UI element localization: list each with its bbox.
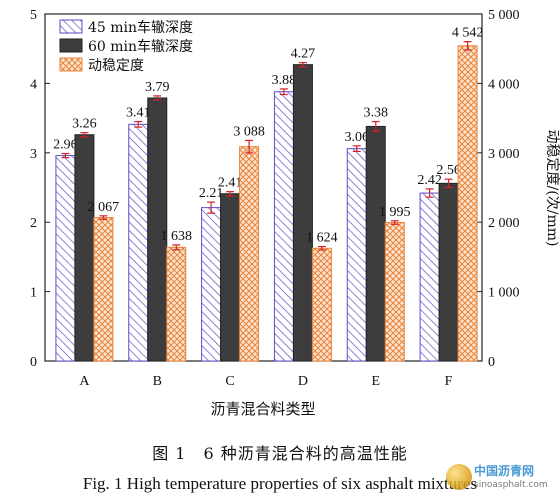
data-label: 2 067 — [88, 200, 120, 215]
data-label: 2.56 — [436, 163, 461, 178]
data-label: 3.38 — [364, 106, 389, 121]
bar — [365, 125, 386, 362]
x-tick-label: A — [79, 374, 90, 389]
right-tick-label: 1 000 — [488, 286, 520, 301]
bar — [93, 217, 114, 362]
right-tick-label: 5 000 — [488, 8, 520, 23]
data-label: 4 542 — [452, 26, 484, 41]
right-axis: 0 1 000 2 000 3 000 4 000 5 000 — [477, 8, 520, 370]
data-label: 1 624 — [306, 231, 338, 246]
bar — [438, 182, 459, 362]
right-tick-label: 3 000 — [488, 147, 520, 162]
left-axis: 0 1 2 3 4 5 — [30, 8, 50, 370]
asphalt-logo-icon — [446, 464, 472, 490]
right-tick-label: 0 — [488, 355, 495, 370]
data-label: 3 088 — [233, 124, 265, 139]
left-tick-label: 1 — [30, 286, 37, 301]
bar — [220, 193, 241, 362]
bar — [201, 207, 222, 362]
figure-caption-cn: 图 1 6 种沥青混合料的高温性能 — [152, 444, 408, 463]
data-label: 1 638 — [161, 229, 193, 244]
data-label: 2.41 — [218, 176, 243, 191]
legend-swatch — [59, 57, 83, 72]
data-label: 4.27 — [291, 47, 316, 62]
data-label: 3.26 — [72, 117, 97, 132]
legend-label: 60 min车辙深度 — [88, 38, 193, 55]
x-tick-label: D — [298, 374, 308, 389]
bar — [74, 134, 95, 362]
left-tick-label: 4 — [30, 77, 37, 92]
legend-label: 动稳定度 — [88, 58, 144, 74]
x-tick-label: E — [371, 374, 380, 389]
data-label: 3.06 — [345, 130, 370, 145]
legend-swatch — [59, 19, 83, 34]
data-label: 1 995 — [379, 205, 411, 220]
x-tick-label: F — [445, 374, 453, 389]
bars: 2.96 3.26 2 067 3.41 3.79 1 638 2.212.41 3 088 3… — [53, 26, 484, 362]
watermark-url: sinoasphalt.com — [474, 480, 548, 490]
bar — [55, 155, 76, 362]
bar — [239, 146, 260, 362]
x-axis-label: 沥青混合料类型 — [210, 400, 315, 418]
bar — [384, 222, 405, 362]
data-label: 3.79 — [145, 80, 170, 95]
x-tick-label: C — [225, 374, 234, 389]
watermark: 中国沥青网 sinoasphalt.com — [446, 460, 556, 500]
bar — [419, 192, 440, 362]
legend-label: 45 min车辙深度 — [88, 19, 193, 36]
bar — [128, 123, 149, 362]
left-tick-label: 3 — [30, 147, 37, 162]
bar — [311, 247, 332, 362]
bar — [346, 148, 367, 362]
left-tick-label: 2 — [30, 216, 37, 231]
figure-caption-en: Fig. 1 High temperature properties of si… — [82, 474, 478, 493]
x-tick-label: B — [153, 374, 162, 389]
watermark-title: 中国沥青网 — [474, 464, 535, 478]
bar — [166, 246, 187, 362]
bar — [457, 45, 478, 362]
data-label: 2.42 — [417, 173, 442, 188]
left-tick-label: 5 — [30, 8, 37, 23]
data-label: 3.88 — [272, 73, 297, 88]
bar — [273, 91, 294, 362]
plot-frame — [44, 13, 483, 362]
data-label: 2.21 — [199, 186, 224, 201]
legend-swatch — [59, 38, 83, 53]
right-axis-label: 动稳定度/(次/mm) — [544, 130, 560, 247]
data-label: 2.96 — [53, 137, 78, 152]
bar-chart: 0 1 2 3 4 5 0 1 000 2 000 3 000 4 000 5 000 A B C D E F… — [30, 8, 560, 418]
bar — [292, 64, 313, 362]
data-label: 3.41 — [126, 106, 151, 121]
right-tick-label: 2 000 — [488, 216, 520, 231]
left-tick-label: 0 — [30, 355, 37, 370]
right-tick-label: 4 000 — [488, 77, 520, 92]
